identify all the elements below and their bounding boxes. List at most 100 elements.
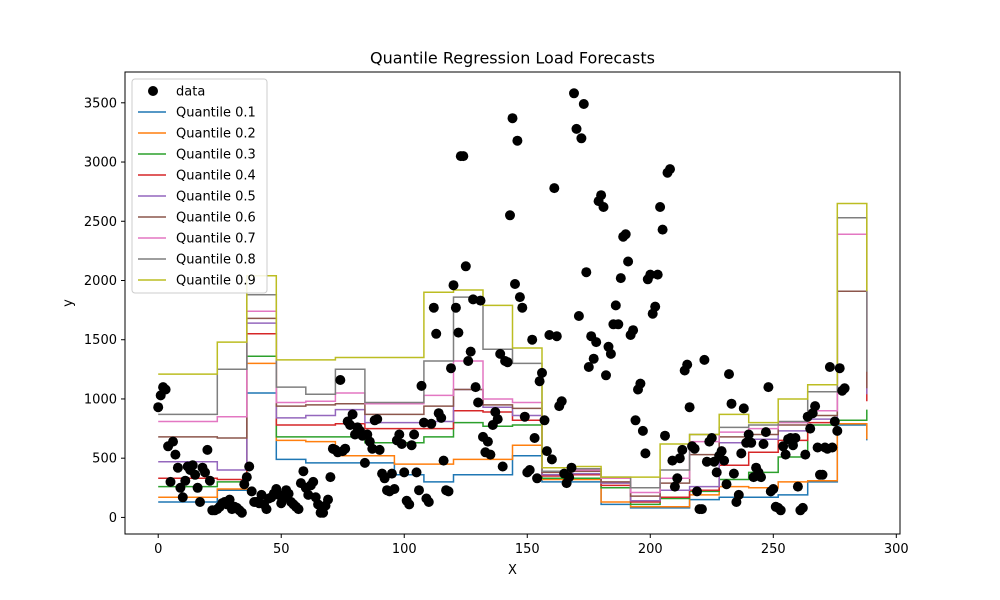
data-point <box>468 294 479 305</box>
x-axis: 0 50 100 150 200 250 300 <box>154 534 909 557</box>
data-point <box>620 229 631 240</box>
data-point <box>438 455 449 466</box>
data-point <box>399 467 410 478</box>
data-point <box>187 460 198 471</box>
data-point <box>416 380 427 391</box>
x-tick-label: 150 <box>515 542 540 557</box>
data-point <box>446 363 456 374</box>
data-point <box>573 311 584 321</box>
data-point <box>195 497 205 507</box>
data-point <box>655 202 666 212</box>
data-point <box>728 468 739 479</box>
data-point <box>532 473 543 484</box>
legend-label-quantile-7: Quantile 0.7 <box>176 232 256 247</box>
x-tick-label: 300 <box>884 542 909 557</box>
legend-label-quantile-3: Quantile 0.3 <box>176 148 256 163</box>
data-point <box>492 414 503 425</box>
data-point <box>347 409 358 420</box>
data-point <box>792 481 803 492</box>
data-point <box>810 401 821 412</box>
data-point <box>359 457 370 468</box>
data-point <box>436 412 447 423</box>
y-axis-label: y <box>61 299 76 307</box>
data-point <box>386 468 397 479</box>
data-point <box>733 489 744 500</box>
plot-area <box>124 71 901 535</box>
data-point <box>293 504 304 515</box>
data-point <box>200 467 210 478</box>
data-point <box>736 448 747 459</box>
data-point <box>652 269 663 280</box>
data-point <box>453 327 464 338</box>
data-point <box>724 369 734 380</box>
data-point <box>743 429 754 440</box>
data-point <box>721 479 732 490</box>
series-line-quantile-4 <box>158 290 868 503</box>
y-tick-label: 0 <box>109 511 117 526</box>
data-point <box>431 328 442 339</box>
data-point <box>549 183 560 194</box>
data-point <box>170 449 181 460</box>
data-point <box>630 415 641 426</box>
y-tick-label: 3000 <box>84 156 117 171</box>
data-point <box>428 302 439 313</box>
data-point <box>497 461 508 472</box>
data-point <box>635 378 646 389</box>
data-point <box>738 403 749 414</box>
data-point <box>224 494 235 505</box>
data-point <box>778 441 789 452</box>
data-point <box>409 429 420 440</box>
data-point <box>760 427 771 438</box>
data-point <box>537 367 547 378</box>
series-line-quantile-9 <box>158 202 868 478</box>
y-tick-label: 2000 <box>84 274 117 289</box>
data-point <box>583 362 594 372</box>
data-point <box>172 462 183 473</box>
data-point <box>797 502 808 513</box>
data-point <box>829 416 840 427</box>
data-point <box>261 504 272 515</box>
y-tick-label: 2500 <box>84 215 117 230</box>
data-point <box>517 302 528 313</box>
data-point <box>689 443 700 454</box>
legend-marker-data <box>148 86 158 96</box>
data-point <box>510 279 520 289</box>
data-point <box>325 472 336 483</box>
data-point <box>244 461 255 472</box>
data-point <box>812 442 823 453</box>
data-point <box>340 443 351 454</box>
data-point <box>598 202 609 212</box>
data-point <box>610 300 621 311</box>
data-point <box>569 88 579 99</box>
data-point <box>824 362 835 372</box>
data-point <box>706 433 717 443</box>
data-point <box>246 486 257 497</box>
data-point <box>448 280 459 291</box>
data-point <box>524 465 535 475</box>
data-point <box>411 467 422 478</box>
data-point <box>308 476 319 487</box>
legend-label-quantile-2: Quantile 0.2 <box>176 127 256 142</box>
data-point <box>696 504 707 515</box>
data-point <box>541 446 552 457</box>
data-point <box>283 488 294 499</box>
data-point <box>192 482 203 493</box>
data-point <box>571 123 582 134</box>
data-point <box>423 497 434 507</box>
data-point <box>601 370 611 381</box>
data-point <box>482 436 493 447</box>
data-point <box>564 472 575 483</box>
y-tick-label: 500 <box>92 452 117 467</box>
data-point <box>514 292 525 303</box>
data-point <box>758 439 769 449</box>
data-point <box>790 433 801 443</box>
legend-label-quantile-4: Quantile 0.4 <box>176 169 256 184</box>
data-point <box>677 444 688 455</box>
legend-label-quantile-8: Quantile 0.8 <box>176 253 256 268</box>
legend-label-quantile-1: Quantile 0.1 <box>176 106 256 121</box>
data-point <box>485 449 496 460</box>
data-point <box>379 473 390 484</box>
data-point <box>768 484 779 494</box>
data-point <box>458 151 469 162</box>
data-point <box>775 505 786 516</box>
